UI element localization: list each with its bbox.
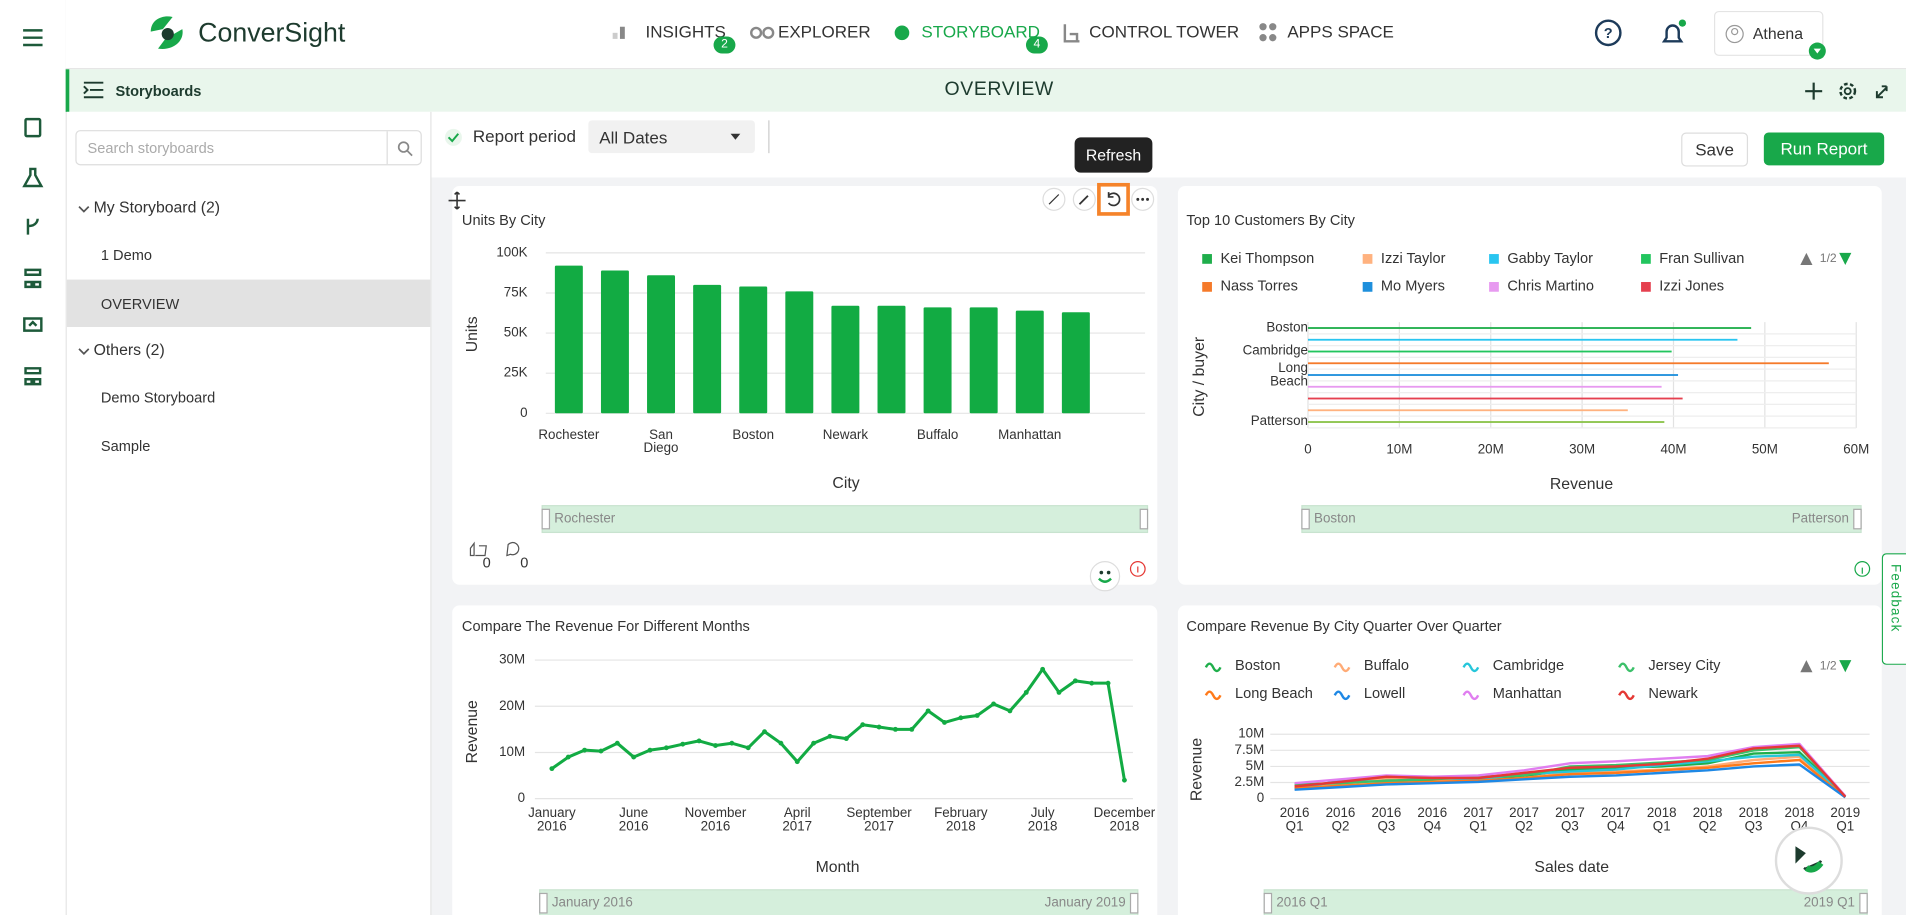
card bbox=[452, 605, 1158, 915]
selected-row bbox=[66, 279, 431, 327]
nav-label: INSIGHTS bbox=[645, 21, 726, 42]
item[interactable]: OVERVIEW bbox=[100, 295, 180, 313]
sub-icons bbox=[1805, 82, 1888, 100]
bell-icon[interactable] bbox=[1661, 24, 1684, 43]
user-menu[interactable]: Athena bbox=[1713, 10, 1826, 60]
nav-apps-space[interactable]: APPS SPACE bbox=[1287, 22, 1394, 41]
chat-button[interactable] bbox=[1770, 824, 1848, 902]
insights-icon[interactable] bbox=[24, 117, 42, 138]
nav-icons bbox=[612, 23, 1277, 43]
card-controls bbox=[448, 182, 1155, 592]
nav-label: STORYBOARD bbox=[921, 21, 1040, 42]
top-bar: ConverSight INSIGHTS 2 EXPLORER STORYBOA… bbox=[65, 0, 1906, 70]
rail-icons bbox=[22, 29, 44, 386]
info-icon[interactable] bbox=[1853, 559, 1872, 578]
nav-insights[interactable]: INSIGHTS bbox=[645, 22, 725, 41]
card bbox=[1177, 185, 1882, 585]
badge: 2 bbox=[713, 36, 736, 54]
group[interactable]: My Storyboard (2) bbox=[93, 198, 221, 217]
story-icon[interactable] bbox=[23, 317, 43, 332]
svg-text:?: ? bbox=[1604, 26, 1613, 42]
feedback-tab[interactable]: Feedback bbox=[1881, 553, 1906, 665]
tower-icon[interactable] bbox=[24, 268, 42, 289]
page-title: OVERVIEW bbox=[944, 79, 1054, 100]
tooltip: Refresh bbox=[1074, 137, 1153, 173]
sub-header: Storyboards OVERVIEW bbox=[65, 69, 1906, 112]
search-box[interactable]: Search storyboards bbox=[75, 130, 422, 166]
report-period: Report period bbox=[472, 126, 576, 146]
bot-button[interactable] bbox=[1089, 560, 1121, 592]
item[interactable]: 1 Demo bbox=[100, 246, 152, 264]
item[interactable]: Sample bbox=[100, 437, 151, 455]
help-icon[interactable] bbox=[1594, 19, 1622, 47]
run-report-button[interactable]: Run Report bbox=[1763, 132, 1885, 166]
nav-label: APPS SPACE bbox=[1287, 21, 1394, 42]
left-rail bbox=[0, 0, 67, 915]
apps-icon[interactable] bbox=[24, 367, 42, 386]
period-dropdown[interactable]: All Dates bbox=[588, 120, 755, 154]
nav-control-tower[interactable]: CONTROL TOWER bbox=[1089, 22, 1239, 41]
placeholder: Search storyboards bbox=[87, 139, 215, 157]
nav-label: CONTROL TOWER bbox=[1089, 21, 1240, 42]
feedback-label: Feedback bbox=[1887, 564, 1903, 633]
flow-icon[interactable] bbox=[26, 218, 39, 235]
dropdown-value: All Dates bbox=[599, 127, 668, 148]
user-name: Athena bbox=[1752, 24, 1803, 43]
menu-icon[interactable] bbox=[23, 29, 43, 47]
badge: 4 bbox=[1025, 36, 1048, 54]
toolbar: Report period All Dates Save Run Report bbox=[431, 111, 1906, 178]
group[interactable]: Others (2) bbox=[93, 340, 165, 359]
info-icon[interactable] bbox=[1129, 560, 1146, 577]
item[interactable]: Demo Storyboard bbox=[100, 388, 216, 407]
brand: ConverSight bbox=[198, 17, 346, 48]
nav-label: EXPLORER bbox=[777, 21, 871, 42]
likes: 0 bbox=[482, 554, 491, 572]
refresh-button[interactable] bbox=[1097, 182, 1130, 216]
comments: 0 bbox=[520, 554, 529, 572]
header-icons: ? bbox=[1594, 19, 1687, 47]
save-button[interactable]: Save bbox=[1681, 132, 1749, 167]
nav-storyboard[interactable]: STORYBOARD bbox=[921, 22, 1040, 41]
section: Storyboards bbox=[115, 82, 202, 100]
lab-icon[interactable] bbox=[22, 167, 44, 188]
sidebar: Search storyboards My Storyboard (2) 1 D… bbox=[66, 111, 487, 915]
logo-mark bbox=[150, 16, 183, 49]
nav-explorer[interactable]: EXPLORER bbox=[778, 22, 871, 41]
